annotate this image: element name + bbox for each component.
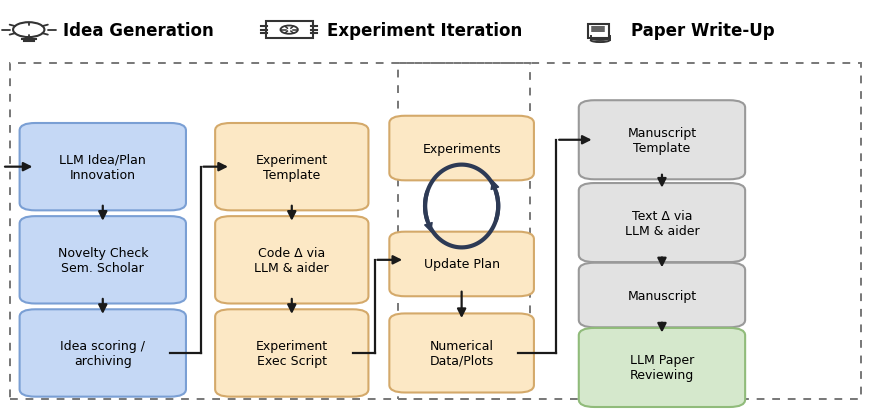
Text: Text Δ via
LLM & aider: Text Δ via LLM & aider — [625, 209, 699, 237]
Text: Idea scoring /
archiving: Idea scoring / archiving — [60, 339, 145, 367]
FancyBboxPatch shape — [215, 217, 368, 304]
FancyBboxPatch shape — [389, 232, 534, 297]
FancyBboxPatch shape — [578, 328, 745, 407]
Text: Manuscript: Manuscript — [627, 289, 697, 302]
Text: Idea Generation: Idea Generation — [63, 21, 213, 40]
FancyBboxPatch shape — [578, 183, 745, 263]
FancyBboxPatch shape — [578, 101, 745, 180]
Text: Experiments: Experiments — [422, 142, 501, 155]
Text: Paper Write-Up: Paper Write-Up — [631, 21, 775, 40]
FancyBboxPatch shape — [19, 124, 186, 211]
FancyBboxPatch shape — [215, 124, 368, 211]
Text: Update Plan: Update Plan — [423, 258, 500, 271]
Text: Manuscript
Template: Manuscript Template — [627, 126, 697, 154]
FancyBboxPatch shape — [19, 217, 186, 304]
Bar — [398, 64, 530, 399]
FancyBboxPatch shape — [389, 116, 534, 181]
FancyBboxPatch shape — [19, 310, 186, 396]
FancyBboxPatch shape — [389, 314, 534, 392]
FancyBboxPatch shape — [578, 263, 745, 328]
Text: Experiment Iteration: Experiment Iteration — [327, 21, 522, 40]
FancyBboxPatch shape — [215, 310, 368, 396]
Bar — [10, 64, 861, 399]
Text: Experiment
Exec Script: Experiment Exec Script — [256, 339, 327, 367]
Text: Novelty Check
Sem. Scholar: Novelty Check Sem. Scholar — [57, 246, 148, 274]
Text: Code Δ via
LLM & aider: Code Δ via LLM & aider — [254, 246, 329, 274]
Text: Numerical
Data/Plots: Numerical Data/Plots — [429, 339, 494, 367]
Text: LLM Idea/Plan
Innovation: LLM Idea/Plan Innovation — [59, 153, 146, 181]
Text: Experiment
Template: Experiment Template — [256, 153, 327, 181]
Text: LLM Paper
Reviewing: LLM Paper Reviewing — [630, 354, 694, 382]
